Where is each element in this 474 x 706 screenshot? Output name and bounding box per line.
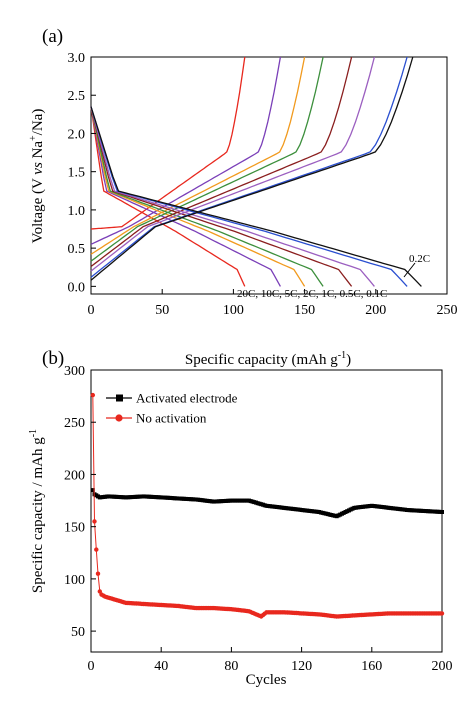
- b-x-tick-label: 200: [432, 659, 453, 674]
- a-y-tick-label: 1.0: [68, 204, 86, 219]
- a-charge-curve-5C: [90, 56, 306, 255]
- a-rate-labels: 20C, 10C, 5C, 2C, 1C, 0.5C, 0.1C: [237, 288, 387, 300]
- panel-label-b: (b): [42, 348, 64, 369]
- b-legend-marker-no-activation: [115, 414, 123, 422]
- a-x-tick-label: 0: [88, 303, 95, 318]
- b-y-tick-label: 300: [64, 364, 85, 379]
- a-y-tick-label: 0.0: [68, 280, 86, 295]
- a-discharge-curve-10C: [90, 106, 281, 287]
- panel-a: (a) 0 50 100 150 200 250 0.0 0.5 1.0 1.5 2.0 2.5 3.…: [28, 26, 458, 368]
- b-x-tick-label: 160: [361, 659, 382, 674]
- b-y-tick-label: 150: [64, 521, 85, 536]
- panel-b: (b) 0 40 80 120 160 200 50 100 150 200 250 300 Act…: [28, 348, 453, 688]
- plot-frame-a: [90, 56, 448, 295]
- a-discharge-curve-0.5C: [90, 106, 375, 287]
- a-charge-curve-1C: [90, 56, 353, 268]
- b-point-no-activation: [95, 571, 101, 576]
- a-charge-curve-0.1C: [90, 56, 414, 281]
- a-y-tick-label: 2.0: [68, 127, 86, 142]
- b-x-tick-label: 0: [88, 659, 95, 674]
- a-x-tick-label: 100: [223, 303, 244, 318]
- a-x-tick-label: 50: [155, 303, 169, 318]
- a-discharge-curve-5C: [90, 106, 306, 287]
- a-y-axis-label: Voltage (V vs Na+/Na): [28, 109, 46, 244]
- b-legend-label-no-activation: No activation: [136, 411, 207, 426]
- b-point-no-activation: [439, 611, 445, 616]
- a-y-tick-label: 3.0: [68, 51, 86, 66]
- b-legend-label-activated: Activated electrode: [136, 391, 238, 406]
- b-point-activated: [440, 510, 444, 514]
- b-y-tick-label: 50: [71, 625, 85, 640]
- a-y-tick-label: 2.5: [68, 89, 86, 104]
- a-series-group: [90, 56, 422, 287]
- b-point-no-activation: [90, 392, 96, 398]
- a-charge-curve-2C: [90, 56, 324, 262]
- a-discharge-curve-1C: [90, 106, 353, 287]
- b-y-axis-label: Specific capacity / mAh g-1: [28, 429, 46, 593]
- a-y-tick-label: 0.5: [68, 242, 86, 257]
- b-y-tick-label: 250: [64, 416, 85, 431]
- b-series-line-activated: [92, 489, 443, 517]
- panel-label-a: (a): [42, 26, 63, 47]
- a-x-tick-label: 200: [365, 303, 386, 318]
- a-x-ticks: 0 50 100 150 200 250: [88, 289, 458, 318]
- b-x-tick-label: 120: [291, 659, 312, 674]
- a-discharge-curve-2C: [90, 106, 324, 287]
- a-x-axis-label: Specific capacity (mAh g-1): [185, 350, 351, 368]
- b-point-activated: [90, 488, 95, 493]
- a-x-tick-label: 250: [437, 303, 458, 318]
- a-x-tick-label: 150: [294, 303, 315, 318]
- b-point-no-activation: [94, 547, 99, 552]
- b-x-axis-label: Cycles: [246, 672, 287, 688]
- a-discharge-curve-20C: [90, 106, 246, 287]
- a-y-ticks: 0.0 0.5 1.0 1.5 2.0 2.5 3.0: [68, 51, 96, 295]
- b-series-group: [90, 392, 445, 619]
- b-point-no-activation: [92, 519, 97, 524]
- b-x-tick-label: 40: [154, 659, 168, 674]
- b-x-ticks: 0 40 80 120 160 200: [88, 647, 453, 674]
- a-discharge-curve-0.1C: [90, 106, 422, 287]
- a-charge-curve-0.5C: [90, 56, 376, 272]
- a-annotation-arrow: [403, 262, 416, 278]
- a-charge-curve-20C: [90, 56, 246, 230]
- a-charge-curve-10C: [90, 56, 282, 245]
- b-legend: Activated electrode No activation: [106, 391, 238, 426]
- b-y-ticks: 50 100 150 200 250 300: [64, 364, 96, 640]
- a-annotation-label: 0.2C: [409, 253, 430, 265]
- a-charge-curve-0.2C: [90, 56, 408, 278]
- b-legend-marker-activated: [116, 394, 123, 402]
- a-y-tick-label: 1.5: [68, 166, 86, 181]
- b-x-tick-label: 80: [224, 659, 238, 674]
- b-y-tick-label: 100: [64, 573, 85, 588]
- cropped-caption-remnant: [20, 690, 450, 706]
- b-y-tick-label: 200: [64, 468, 85, 483]
